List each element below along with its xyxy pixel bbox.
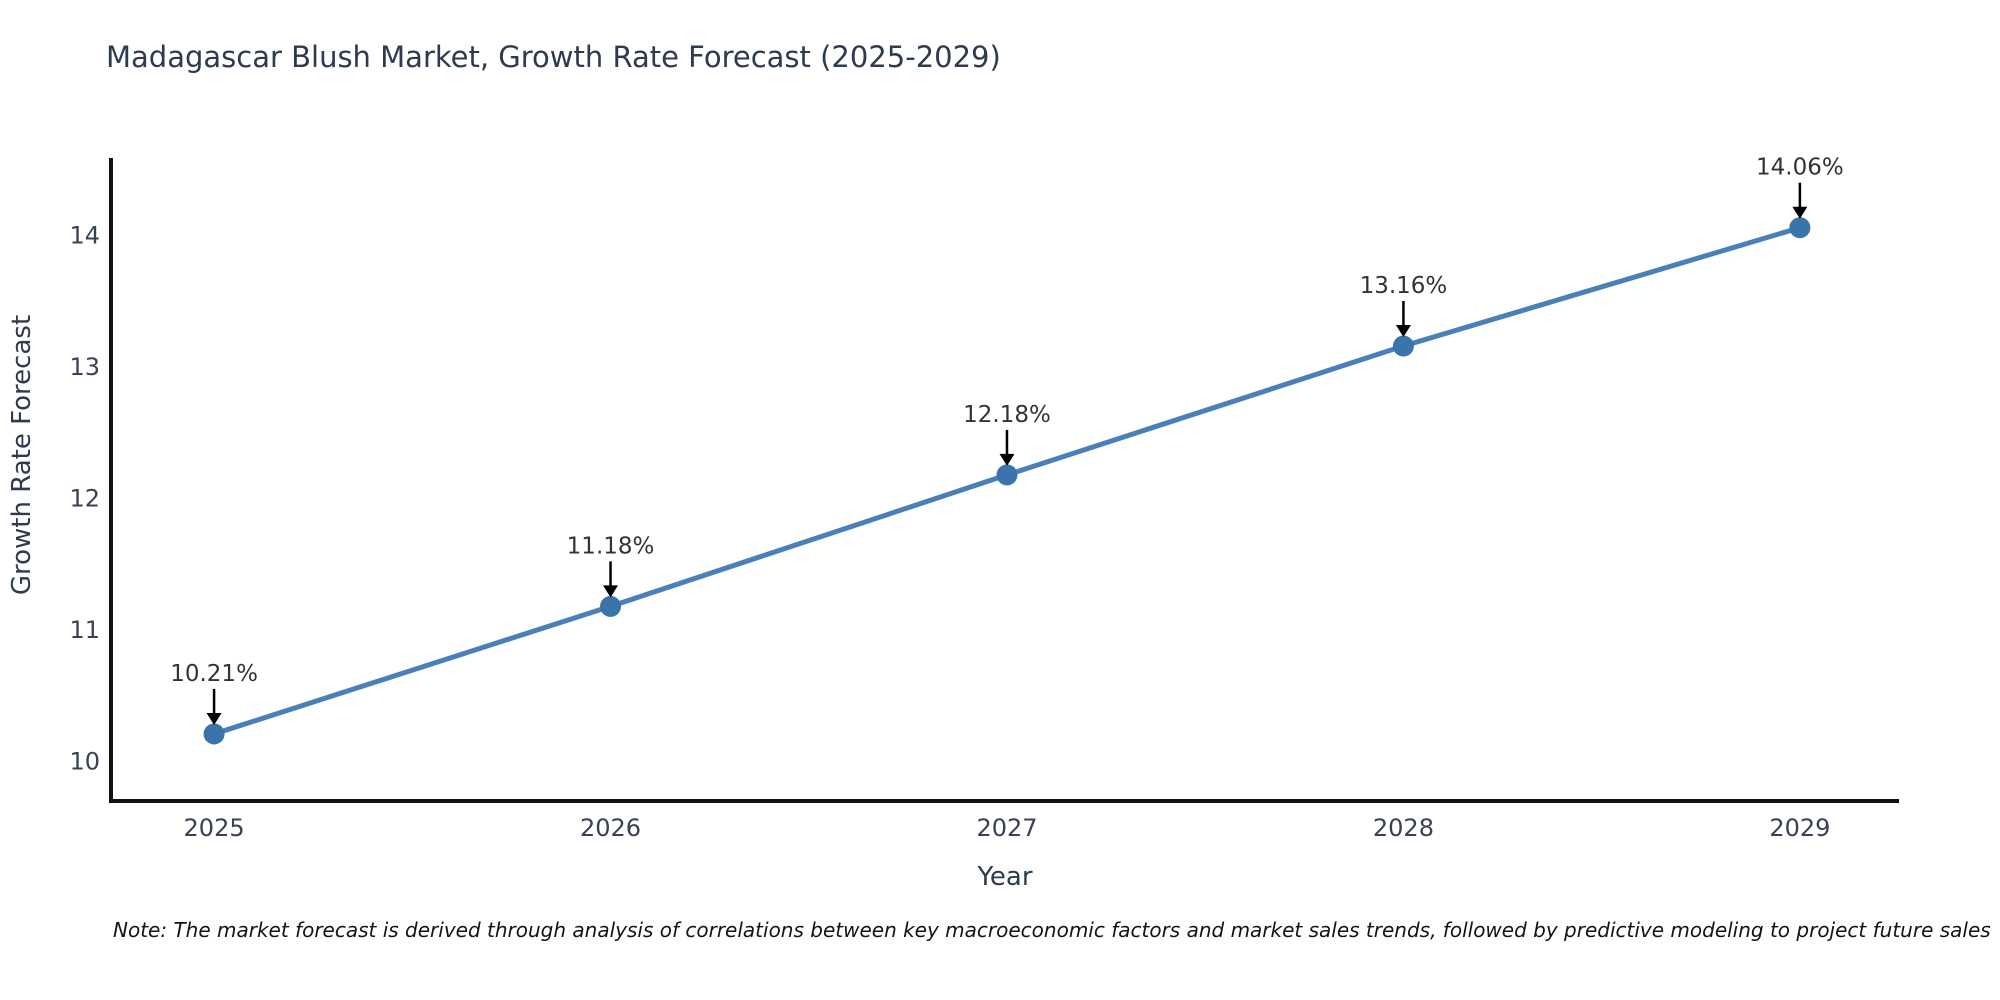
y-tick-label: 10 <box>69 748 100 776</box>
annotation-arrow-head <box>999 453 1015 466</box>
y-tick-label: 14 <box>69 222 100 250</box>
data-point-label: 14.06% <box>1756 155 1844 181</box>
data-point-label: 12.18% <box>963 402 1051 428</box>
x-tick-label: 2025 <box>184 814 245 842</box>
x-tick-label: 2027 <box>976 814 1037 842</box>
data-point-label: 11.18% <box>567 533 655 559</box>
data-point-marker <box>600 595 622 617</box>
x-tick-label: 2026 <box>580 814 641 842</box>
footnote: Note: The market forecast is derived thr… <box>113 918 1991 942</box>
plot-area: 10 11 12 13 14 2025 2026 2027 2028 2029 10.21% 11.1… <box>69 155 1843 842</box>
x-tick-label: 2029 <box>1769 814 1830 842</box>
annotation-arrow-head <box>603 585 619 598</box>
data-point-marker <box>203 723 225 745</box>
data-point-label: 10.21% <box>170 661 258 687</box>
y-tick-label: 11 <box>69 616 100 644</box>
y-axis-title: Growth Rate Forecast <box>7 315 37 595</box>
axis-spines <box>109 158 1899 803</box>
data-point-label: 13.16% <box>1360 273 1448 299</box>
y-tick-label: 13 <box>69 353 100 381</box>
annotation-arrow-head <box>1792 206 1808 219</box>
y-tick-label: 12 <box>69 485 100 513</box>
data-point-marker <box>996 464 1018 486</box>
annotation-arrow-head <box>206 712 222 725</box>
data-point-marker <box>1789 217 1811 239</box>
data-point-marker <box>1392 335 1414 357</box>
x-axis-title: Year <box>976 862 1032 892</box>
annotation-arrow-head <box>1395 325 1411 338</box>
chart-title: Madagascar Blush Market, Growth Rate For… <box>106 40 1001 74</box>
x-tick-label: 2028 <box>1373 814 1434 842</box>
